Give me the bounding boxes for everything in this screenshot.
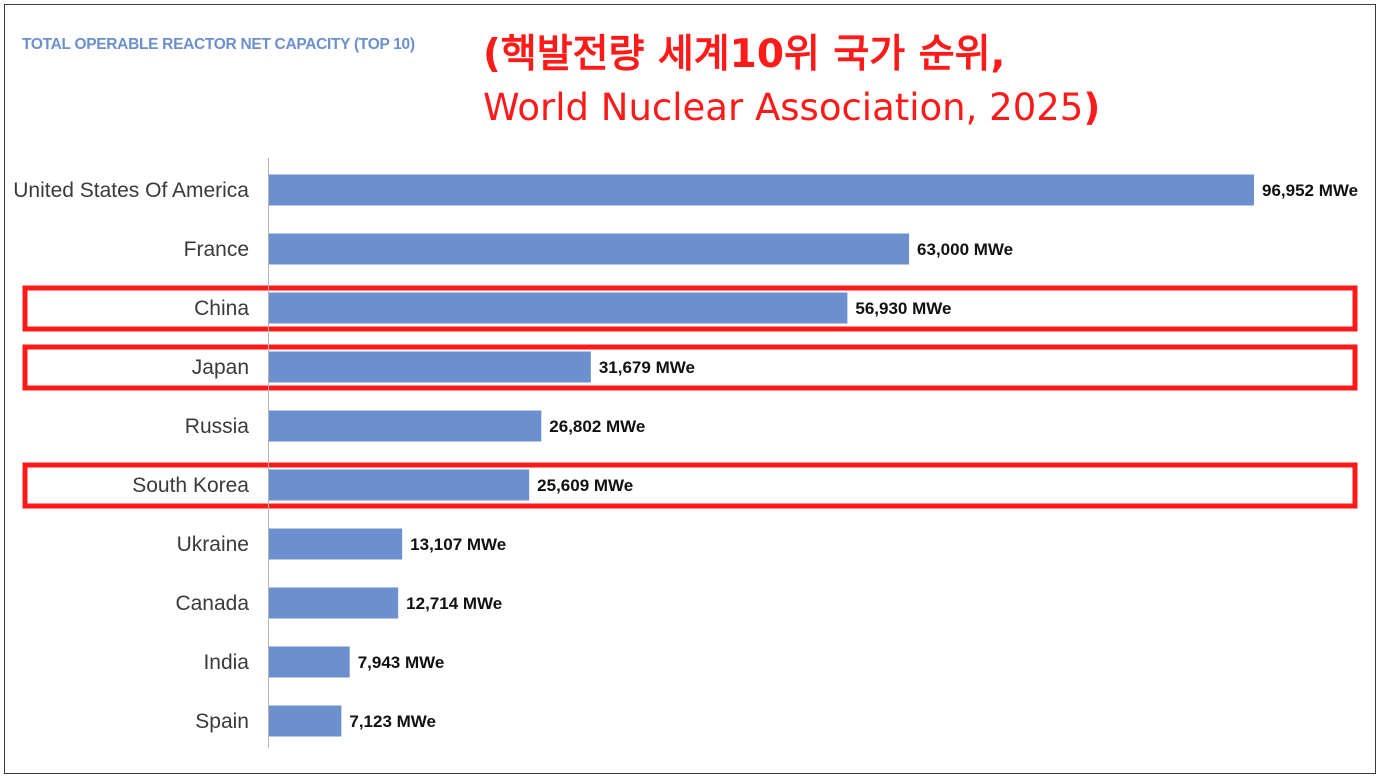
annotation-line-korean: (핵발전량 세계10위 국가 순위, (483, 32, 1006, 77)
value-label: 63,000 MWe (917, 240, 1013, 259)
value-label: 7,943 MWe (358, 653, 445, 672)
category-label: Russia (185, 415, 250, 438)
bar-spain (269, 705, 342, 737)
bar-south-korea (269, 469, 530, 501)
category-label: France (184, 238, 249, 261)
bar-china (269, 292, 848, 324)
highlight-box-japan (22, 344, 1358, 391)
category-label: Ukraine (177, 533, 249, 556)
labels-layer: United States Of America 96,952 MWe France… (13, 179, 1358, 733)
value-label: 12,714 MWe (406, 594, 502, 613)
value-label: 96,952 MWe (1262, 181, 1358, 200)
value-label: 13,107 MWe (410, 535, 506, 554)
bar-india (269, 646, 350, 678)
value-label: 26,802 MWe (549, 417, 645, 436)
category-label: South Korea (132, 474, 249, 497)
highlight-box-south-korea (22, 462, 1358, 509)
value-label: 25,609 MWe (537, 476, 633, 495)
value-label: 7,123 MWe (349, 712, 436, 731)
bar-united-states-of-america (269, 174, 1254, 206)
highlight-layer (22, 285, 1358, 509)
chart-title: TOTAL OPERABLE REACTOR NET CAPACITY (TOP… (22, 36, 415, 53)
bar-russia (269, 410, 542, 442)
category-label: United States Of America (13, 179, 249, 202)
value-label: 31,679 MWe (599, 358, 695, 377)
slide-frame (4, 4, 1376, 774)
annotation-close-paren: ) (1083, 86, 1101, 129)
category-label: Canada (175, 592, 249, 615)
value-label: 56,930 MWe (855, 299, 951, 318)
category-label: China (194, 297, 249, 320)
annotation-title: (핵발전량 세계10위 국가 순위, World Nuclear Associa… (483, 28, 1100, 134)
bars-layer (269, 174, 1254, 737)
highlight-box-china (22, 285, 1358, 332)
category-label: Japan (192, 356, 249, 379)
bar-japan (269, 351, 591, 383)
bar-canada (269, 587, 399, 619)
category-label: Spain (195, 710, 249, 733)
bar-france (269, 233, 910, 265)
category-label: India (203, 651, 249, 674)
annotation-line-source: World Nuclear Association, 2025) (483, 81, 1100, 134)
annotation-source-text: World Nuclear Association, 2025 (483, 86, 1084, 129)
bar-ukraine (269, 528, 403, 560)
